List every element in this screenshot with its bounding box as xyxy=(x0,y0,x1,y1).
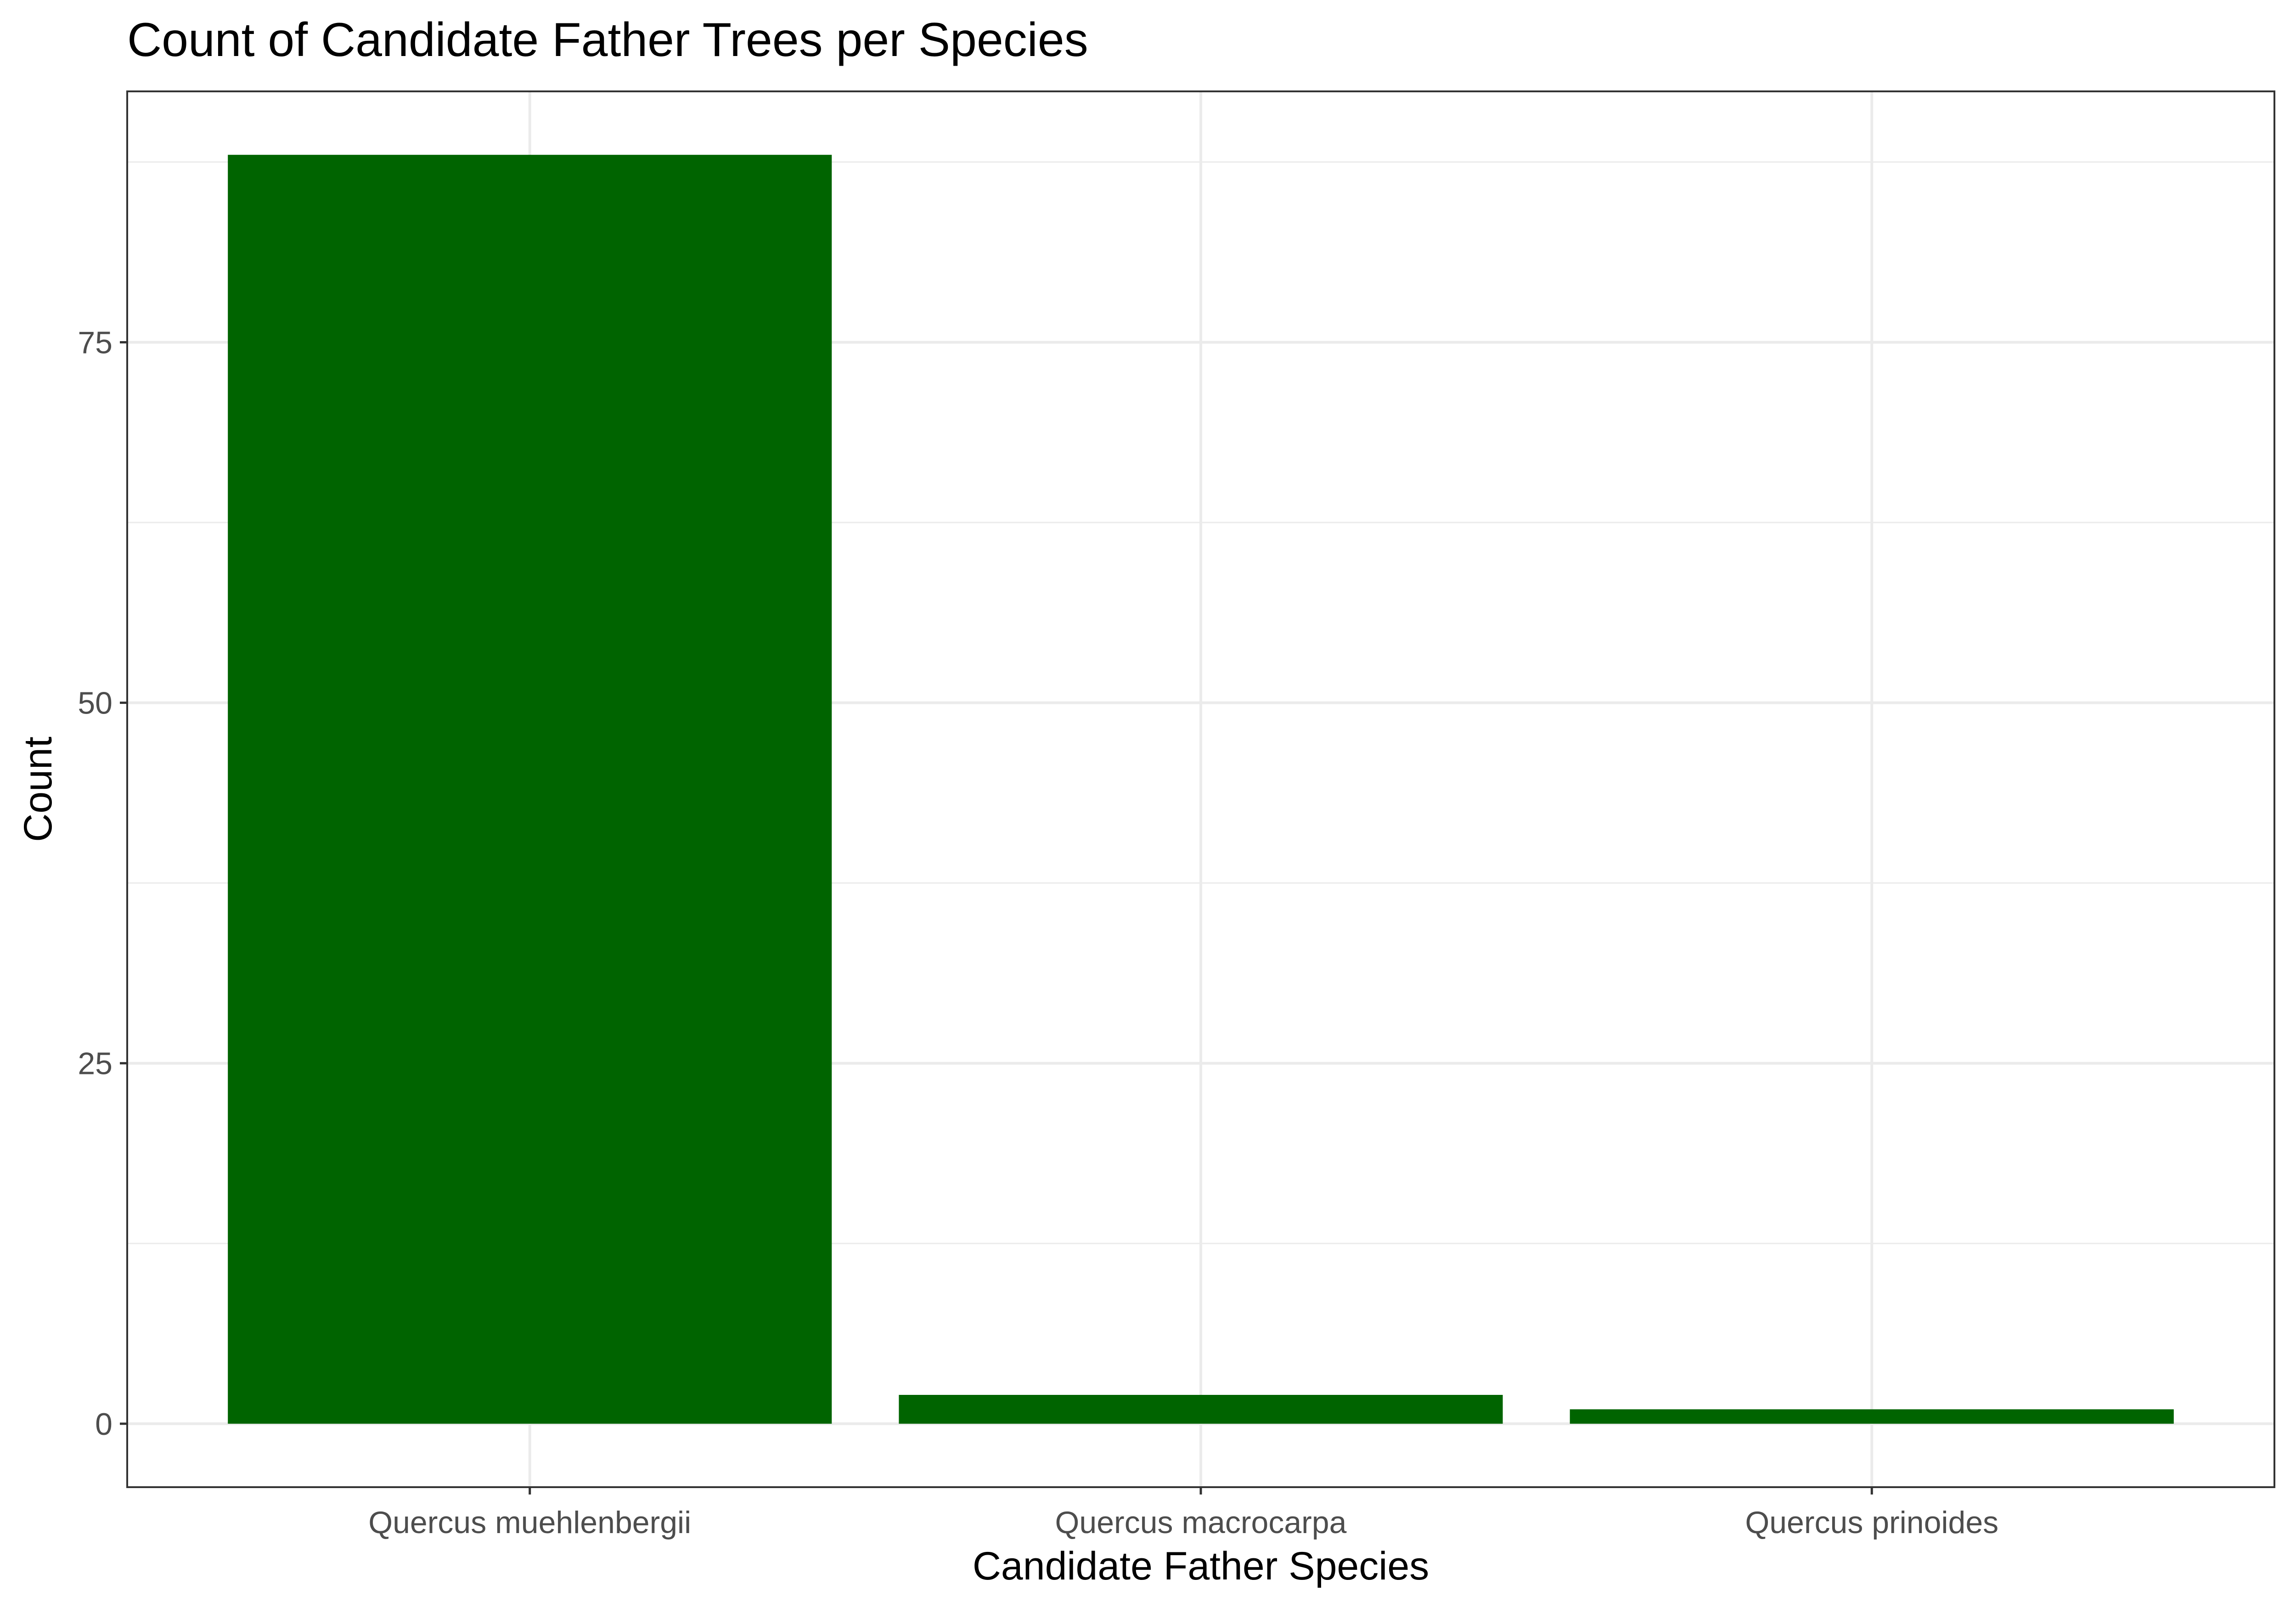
y-tick-label: 25 xyxy=(78,1046,113,1081)
x-tick-label: Quercus macrocarpa xyxy=(1055,1505,1347,1540)
bar-1 xyxy=(228,155,832,1424)
y-tick-label: 75 xyxy=(78,325,113,360)
y-tick-label: 0 xyxy=(95,1407,113,1442)
chart-title: Count of Candidate Father Trees per Spec… xyxy=(127,13,1088,67)
x-tick-label: Quercus muehlenbergii xyxy=(368,1505,691,1540)
y-tick-label: 50 xyxy=(78,686,113,721)
y-axis-title: Count xyxy=(16,736,60,842)
x-tick-label: Quercus prinoides xyxy=(1745,1505,1998,1540)
bar-3 xyxy=(1570,1409,2174,1424)
bar-2 xyxy=(899,1395,1503,1424)
bars xyxy=(228,155,2174,1424)
x-axis-title: Candidate Father Species xyxy=(973,1544,1429,1588)
axes: 0 25 50 75 Quercus muehlenbergii Quercus macr… xyxy=(78,325,1998,1540)
